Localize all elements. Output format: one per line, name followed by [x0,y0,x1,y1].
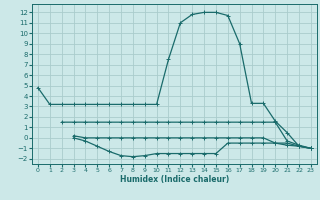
X-axis label: Humidex (Indice chaleur): Humidex (Indice chaleur) [120,175,229,184]
